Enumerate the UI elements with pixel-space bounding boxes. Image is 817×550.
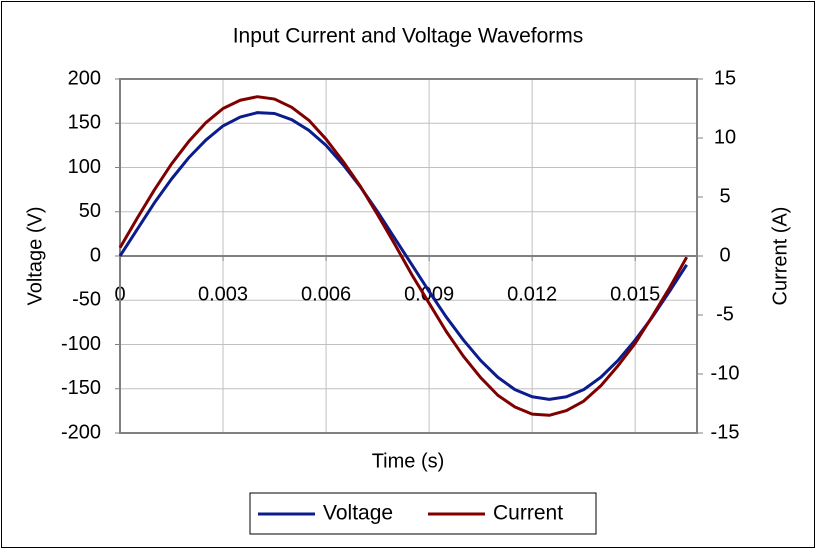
y-tick-label: 100 xyxy=(68,156,101,178)
y-tick-label: 0 xyxy=(90,244,101,266)
y2-axis-label: Current (A) xyxy=(769,207,791,306)
y-tick-label: -50 xyxy=(72,289,101,311)
y2-tick-label: -15 xyxy=(711,421,740,443)
y2-tick-label: -5 xyxy=(716,303,734,325)
x-tick-label: 0.009 xyxy=(404,283,454,305)
x-tick-label: 0.015 xyxy=(610,283,660,305)
series-line xyxy=(118,111,688,401)
y-tick-label: -200 xyxy=(61,421,101,443)
y-tick-label: -100 xyxy=(61,333,101,355)
y-tick-label: 200 xyxy=(68,67,101,89)
y-tick-label: 50 xyxy=(79,200,101,222)
legend-label: Current xyxy=(493,502,563,525)
legend-label: Voltage xyxy=(323,502,393,525)
x-tick-label: 0.003 xyxy=(198,283,248,305)
x-axis-label: Time (s) xyxy=(372,450,445,472)
x-tick-label: 0.006 xyxy=(301,283,351,305)
x-tick-label: 0.012 xyxy=(507,283,557,305)
y2-tick-label: 15 xyxy=(714,67,736,89)
series-line xyxy=(118,95,689,417)
y2-tick-label: 10 xyxy=(714,126,736,148)
chart-title: Input Current and Voltage Waveforms xyxy=(233,25,584,48)
y2-tick-label: 0 xyxy=(719,244,730,266)
y2-tick-label: 5 xyxy=(719,185,730,207)
y-tick-label: 150 xyxy=(68,112,101,134)
y-axis-label: Voltage (V) xyxy=(24,207,46,306)
y-tick-label: -150 xyxy=(61,377,101,399)
y2-tick-label: -10 xyxy=(711,362,740,384)
